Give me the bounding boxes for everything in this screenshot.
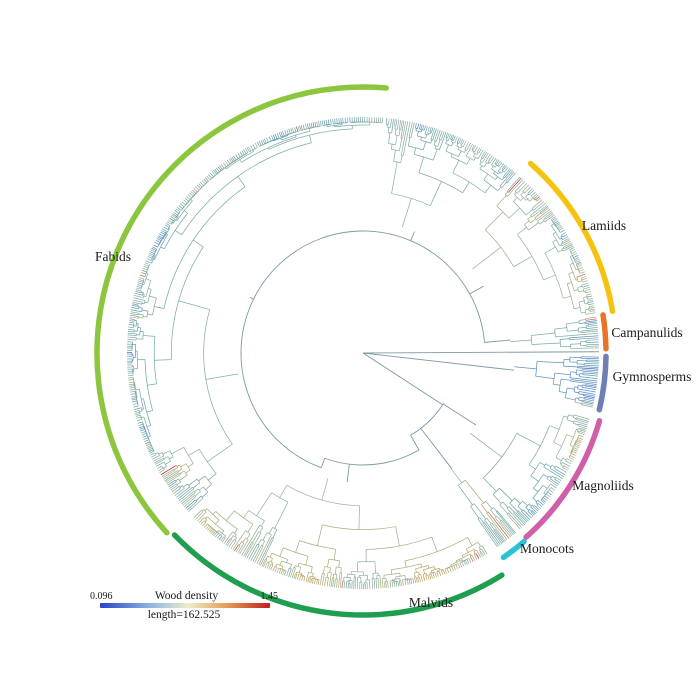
density-gradient-bar	[100, 603, 270, 608]
legend-title-row: 0.096 Wood density 1.45	[90, 590, 279, 602]
tree-branches	[126, 116, 599, 590]
clade-arc-campanulids	[600, 312, 609, 352]
tree-backbone	[240, 230, 600, 483]
clade-label-magnoliids: Magnoliids	[572, 478, 634, 493]
density-colorbar-legend: 0.096 Wood density 1.45 length=162.525	[90, 590, 279, 621]
clade-label-lamiids: Lamiids	[582, 218, 626, 233]
clade-arc-magnoliids	[523, 418, 603, 540]
clade-arc-gymnosperms	[596, 353, 609, 413]
clade-label-fabids: Fabids	[95, 249, 131, 264]
clade-label-monocots: Monocots	[520, 541, 574, 556]
clade-arc-malvids	[171, 532, 505, 618]
legend-title: Wood density	[154, 590, 219, 602]
clade-label-campanulids: Campanulids	[611, 325, 682, 340]
clade-arc-lamiids	[527, 160, 616, 314]
clade-labels: Fabids Lamiids Campanulids Gymnosperms Magno…	[95, 218, 691, 610]
clade-label-gymnosperms: Gymnosperms	[613, 369, 692, 384]
legend-length-label: length=162.525	[147, 609, 221, 621]
legend-min-value: 0.096	[90, 591, 113, 602]
clade-arc-fabids	[94, 84, 389, 536]
clade-arc-monocots	[500, 538, 527, 561]
clade-label-malvids: Malvids	[409, 595, 453, 610]
legend-max-value: 1.45	[260, 591, 279, 602]
clade-arcs	[94, 84, 616, 618]
